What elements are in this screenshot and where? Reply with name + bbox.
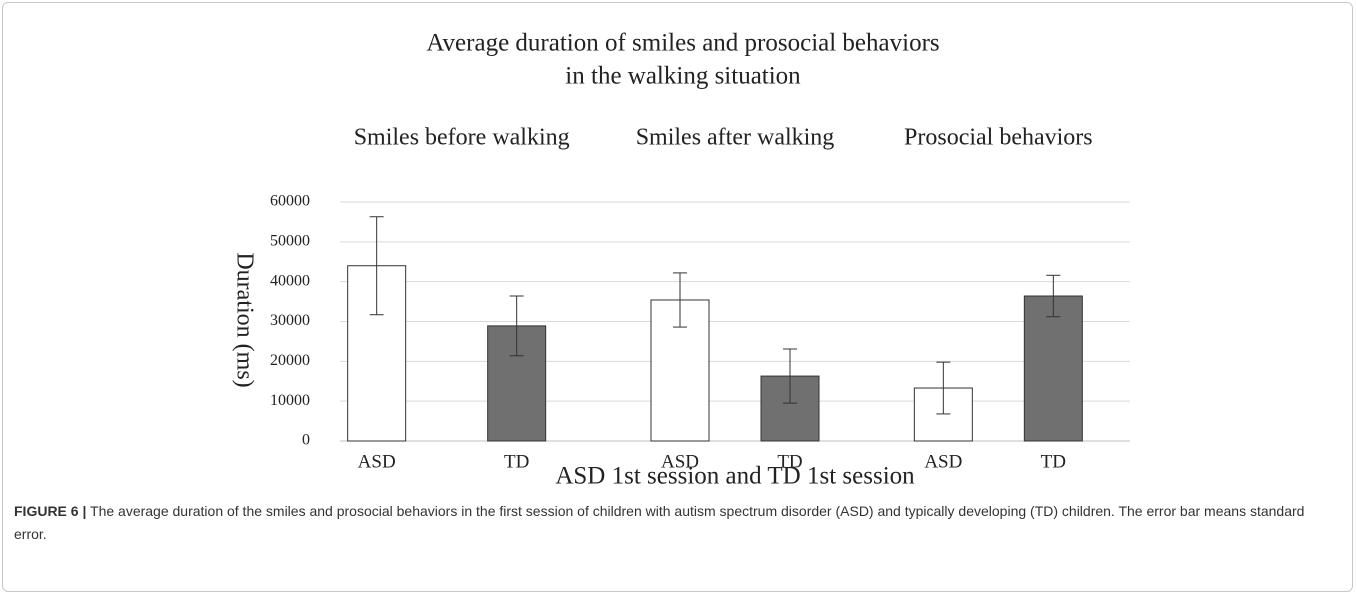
caption-label: FIGURE 6 | [14, 503, 87, 519]
group-title: Smiles after walking [636, 125, 835, 151]
x-tick-label: ASD [358, 451, 396, 472]
x-tick-label: TD [1041, 451, 1066, 472]
chart-title: Average duration of smiles and prosocial… [426, 30, 939, 57]
x-tick-label: ASD [924, 451, 962, 472]
y-tick-label: 10000 [270, 392, 310, 409]
y-tick-label: 40000 [270, 272, 310, 289]
x-tick-label: TD [504, 451, 529, 472]
x-tick-label: ASD [661, 451, 699, 472]
x-tick-label: TD [777, 451, 802, 472]
chart-title: in the walking situation [565, 63, 801, 90]
y-tick-label: 60000 [270, 193, 310, 210]
chart: Average duration of smiles and prosocial… [231, 30, 1130, 490]
caption-text: The average duration of the smiles and p… [14, 503, 1305, 542]
group-title: Prosocial behaviors [904, 125, 1093, 151]
y-tick-label: 30000 [270, 312, 310, 329]
y-tick-label: 50000 [270, 233, 310, 250]
group-title: Smiles before walking [354, 125, 570, 151]
y-tick-label: 0 [302, 432, 310, 449]
x-axis-label: ASD 1st session and TD 1st session [555, 463, 915, 490]
caption: FIGURE 6 | The average duration of the s… [14, 500, 1334, 546]
bar [1023, 295, 1083, 442]
bar [347, 265, 407, 442]
y-axis-label: Duration (ms) [231, 252, 257, 387]
y-tick-label: 20000 [270, 352, 310, 369]
